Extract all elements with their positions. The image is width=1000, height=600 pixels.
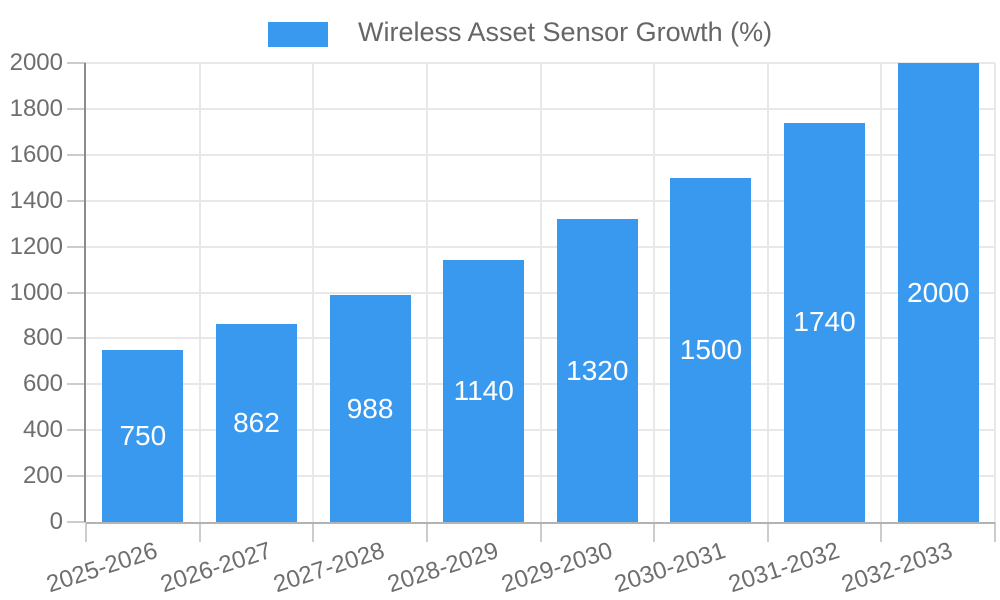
- x-gridline: [425, 63, 428, 522]
- x-axis-tick: [198, 522, 201, 542]
- y-axis-tick: [67, 62, 86, 64]
- x-axis-label: 2030-2031: [611, 537, 729, 599]
- x-gridline: [198, 63, 201, 522]
- x-gridline: [880, 63, 883, 522]
- y-axis-label: 1600: [9, 140, 63, 168]
- y-axis-label: 1000: [9, 278, 63, 306]
- x-axis-tick: [994, 522, 996, 542]
- y-axis-label: 1200: [9, 232, 63, 260]
- x-axis-label: 2027-2028: [270, 537, 389, 599]
- bar: [556, 219, 638, 522]
- x-axis-label: 2028-2029: [384, 537, 502, 599]
- x-axis-label: 2025-2026: [43, 537, 161, 599]
- x-gridline: [653, 63, 656, 522]
- bar: [784, 122, 866, 522]
- y-axis-label: 400: [22, 416, 63, 444]
- y-axis-label: 0: [49, 508, 63, 535]
- x-axis-label: 2032-2033: [838, 537, 957, 599]
- x-axis-tick: [653, 522, 656, 542]
- x-gridline: [539, 63, 542, 522]
- bar-value-label: 1320: [566, 354, 629, 386]
- y-axis-line: [84, 63, 86, 522]
- y-axis-tick: [67, 199, 86, 202]
- x-axis-tick: [880, 522, 883, 542]
- legend-label: Wireless Asset Sensor Growth (%): [358, 17, 773, 47]
- bar-value-label: 1500: [679, 333, 743, 365]
- bar-value-label: 862: [233, 407, 280, 439]
- x-axis-tick: [85, 522, 87, 542]
- x-axis-tick: [312, 522, 315, 542]
- y-axis-tick: [67, 337, 86, 340]
- bar-value-label: 988: [346, 392, 394, 424]
- y-axis-tick: [67, 291, 86, 294]
- y-axis-label: 200: [22, 462, 63, 490]
- y-axis-label: 1800: [9, 94, 63, 122]
- x-axis-label: 2029-2030: [497, 537, 616, 599]
- x-gridline: [312, 63, 315, 522]
- x-axis-label: 2031-2032: [725, 537, 843, 599]
- bar: [670, 177, 752, 522]
- bar-value-label: 1140: [453, 375, 514, 407]
- chart-legend: Wireless Asset Sensor Growth (%): [0, 0, 1000, 55]
- bar-value-label: 750: [119, 419, 167, 451]
- x-axis-label: 2026-2027: [156, 537, 275, 599]
- y-axis-tick: [67, 107, 86, 110]
- y-axis-tick: [67, 383, 86, 386]
- y-axis-label: 800: [22, 324, 63, 352]
- y-axis-label: 2000: [9, 49, 63, 76]
- bar: [102, 349, 184, 522]
- y-axis-tick: [67, 153, 86, 156]
- x-gridline: [994, 63, 996, 522]
- y-axis-tick: [67, 475, 86, 478]
- y-axis-tick: [67, 521, 86, 523]
- x-axis-tick: [766, 522, 769, 542]
- bar: [897, 63, 979, 522]
- bar: [329, 295, 411, 522]
- bar-value-label: 1740: [793, 306, 856, 338]
- bar-value-label: 2000: [907, 276, 970, 308]
- x-axis-tick: [425, 522, 428, 542]
- bar: [443, 260, 525, 522]
- x-axis-tick: [539, 522, 542, 542]
- bar: [215, 324, 297, 522]
- y-axis-tick: [67, 429, 86, 432]
- x-axis-line: [86, 522, 995, 524]
- legend-swatch: [268, 22, 328, 47]
- y-axis-tick: [67, 245, 86, 248]
- y-axis-label: 600: [22, 370, 63, 398]
- x-gridline: [766, 63, 769, 522]
- y-axis-label: 1400: [9, 186, 63, 214]
